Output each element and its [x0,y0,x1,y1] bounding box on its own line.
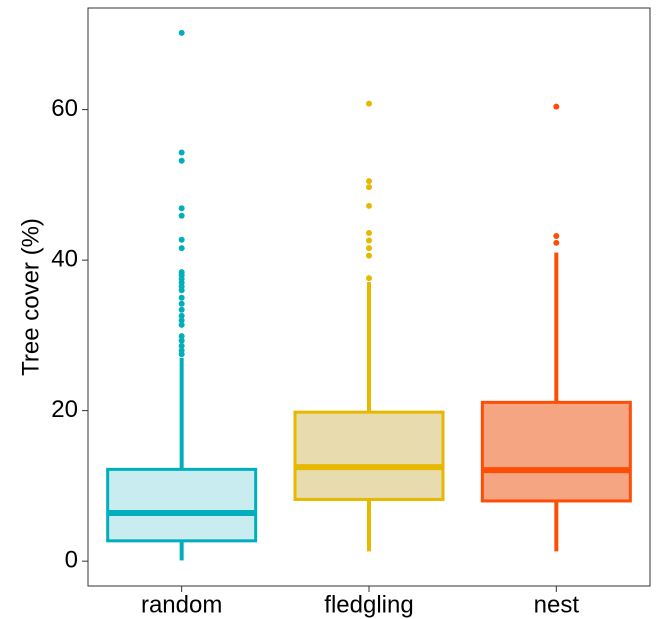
outlier [179,150,185,156]
outlier [179,301,185,307]
outlier [179,237,185,243]
outlier [366,245,372,251]
box [108,469,256,540]
outlier [366,253,372,259]
outlier [366,230,372,236]
y-tick-label: 60 [51,95,78,122]
outlier [553,240,559,246]
outlier [179,158,185,164]
outlier [366,203,372,209]
outlier [179,245,185,251]
outlier [179,30,185,36]
outlier [179,287,185,293]
box [295,412,443,499]
outlier [179,295,185,301]
y-tick-label: 20 [51,396,78,423]
box [482,402,630,501]
x-tick-label: nest [534,591,580,618]
outlier [179,322,185,328]
y-tick-label: 0 [65,547,78,574]
outlier [366,184,372,190]
outlier [179,307,185,313]
outlier [366,178,372,184]
outlier [179,338,185,344]
outlier [553,233,559,239]
x-tick-label: fledgling [324,591,413,618]
outlier [366,238,372,244]
outlier [366,275,372,281]
outlier [179,351,185,357]
y-axis-label: Tree cover (%) [17,218,44,376]
outlier [553,104,559,110]
chart: Tree cover (%) 0 20 40 60 random fledgling nes… [0,0,657,619]
x-tick-label: random [141,591,222,618]
outlier [179,213,185,219]
y-tick-label: 40 [51,245,78,272]
outlier [366,101,372,107]
outlier [179,205,185,211]
